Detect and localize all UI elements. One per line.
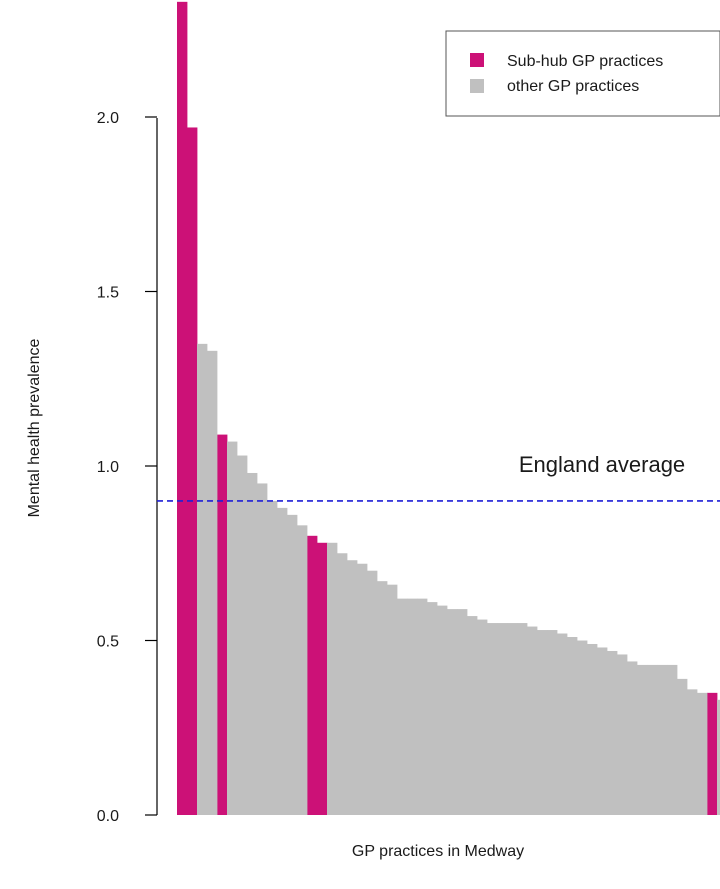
other-bar-11 [277,507,288,815]
other-bar-27 [437,605,448,815]
legend-swatch-sub-hub [470,53,484,67]
other-bar-23 [397,598,408,815]
other-bar-44 [607,650,618,815]
other-bar-51 [677,678,688,815]
other-bar-25 [417,598,428,815]
other-bar-18 [347,560,358,815]
other-bar-48 [647,664,658,815]
other-bar-9 [257,483,268,815]
other-bar-13 [297,525,308,815]
y-tick-label: 2.0 [97,110,119,127]
y-tick-label: 1.0 [97,459,119,476]
other-bar-28 [447,609,458,815]
other-bar-16 [327,542,338,815]
other-bar-30 [467,616,478,815]
other-bar-46 [627,661,638,815]
other-bar-10 [267,500,278,815]
x-axis-label: GP practices in Medway [352,843,524,860]
legend-box [445,30,720,117]
other-bar-52 [687,689,698,815]
other-bar-29 [457,609,468,815]
other-bar-34 [507,623,518,815]
y-tick-label: 1.5 [97,285,119,302]
other-bar-8 [247,472,258,815]
sub-hub-bar-15 [317,542,328,815]
legend: Sub-hub GP practices other GP practices [445,30,720,117]
legend-label-other: other GP practices [507,78,639,95]
other-bar-12 [287,514,298,815]
y-ticks: 0.0 0.5 1.0 1.5 2.0 [97,110,157,825]
bars-group [177,1,720,816]
other-bar-24 [407,598,418,815]
sub-hub-bar-2 [187,127,198,816]
england-average-label: England average [519,452,685,477]
other-bar-17 [337,553,348,815]
y-axis-label: Mental health prevalence [26,339,43,518]
other-bar-39 [557,633,568,815]
other-bar-6 [227,441,238,815]
other-bar-32 [487,623,498,815]
other-bar-50 [667,664,678,815]
other-bar-41 [577,640,588,815]
other-bar-21 [377,581,388,815]
y-tick-label: 0.0 [97,808,119,825]
other-bar-47 [637,664,648,815]
other-bar-35 [517,623,528,815]
sub-hub-bar-1 [177,1,188,815]
other-bar-49 [657,664,668,815]
other-bar-37 [537,630,548,815]
other-bar-19 [357,563,368,815]
sub-hub-bar-5 [217,434,228,815]
other-bar-36 [527,626,538,815]
other-bar-4 [207,350,218,815]
sub-hub-bar-54 [707,692,718,815]
sub-hub-bar-14 [307,535,318,815]
legend-swatch-other [470,79,484,93]
other-bar-31 [477,619,488,815]
other-bar-3 [197,343,208,815]
other-bar-22 [387,584,398,815]
other-bar-45 [617,654,628,815]
other-bar-20 [367,570,378,815]
legend-label-sub-hub: Sub-hub GP practices [507,53,663,70]
other-bar-38 [547,630,558,815]
other-bar-26 [427,602,438,815]
y-tick-label: 0.5 [97,634,119,651]
other-bar-7 [237,455,248,815]
other-bar-53 [697,692,708,815]
other-bar-40 [567,637,578,815]
other-bar-55 [717,699,720,815]
other-bar-42 [587,643,598,815]
other-bar-33 [497,623,508,815]
other-bar-43 [597,647,608,815]
